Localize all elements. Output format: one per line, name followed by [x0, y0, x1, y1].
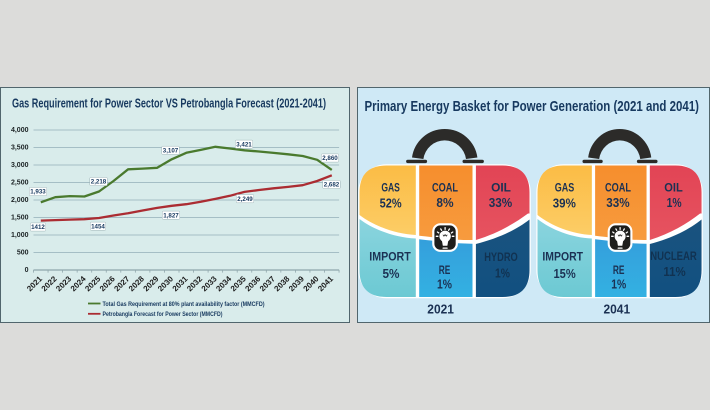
svg-text:2,249: 2,249 — [237, 196, 253, 203]
svg-text:2,860: 2,860 — [322, 155, 338, 162]
svg-text:2,218: 2,218 — [91, 179, 107, 186]
svg-text:5%: 5% — [383, 267, 400, 281]
svg-text:2033: 2033 — [200, 274, 219, 293]
svg-text:RE: RE — [439, 263, 451, 277]
svg-text:2031: 2031 — [171, 274, 190, 293]
svg-text:GAS: GAS — [381, 180, 400, 194]
svg-text:COAL: COAL — [432, 181, 458, 195]
svg-text:1,000: 1,000 — [11, 232, 29, 239]
svg-text:IMPORT: IMPORT — [542, 250, 583, 264]
svg-text:2022: 2022 — [40, 274, 59, 293]
svg-text:33%: 33% — [606, 196, 629, 210]
svg-text:GAS: GAS — [555, 180, 575, 194]
svg-text:3,000: 3,000 — [11, 162, 29, 169]
svg-text:39%: 39% — [553, 196, 576, 210]
svg-text:Total Gas Requirement at 80% p: Total Gas Requirement at 80% plant avail… — [103, 302, 265, 308]
svg-text:1,827: 1,827 — [163, 212, 179, 219]
svg-text:1%: 1% — [667, 196, 682, 210]
svg-text:2026: 2026 — [98, 274, 117, 293]
svg-text:1%: 1% — [611, 278, 626, 292]
svg-text:0: 0 — [25, 267, 29, 274]
svg-text:2036: 2036 — [243, 274, 262, 293]
svg-text:15%: 15% — [554, 267, 576, 281]
svg-text:1454: 1454 — [91, 223, 105, 230]
svg-text:33%: 33% — [489, 196, 513, 210]
svg-text:2038: 2038 — [272, 274, 291, 293]
svg-text:2041: 2041 — [316, 274, 335, 293]
svg-text:NUCLEAR: NUCLEAR — [650, 249, 697, 263]
svg-text:3,500: 3,500 — [11, 145, 29, 152]
svg-text:2035: 2035 — [229, 274, 248, 293]
svg-text:2027: 2027 — [112, 274, 131, 293]
svg-text:11%: 11% — [663, 265, 685, 279]
svg-text:2021: 2021 — [427, 301, 454, 316]
svg-text:2030: 2030 — [156, 274, 175, 293]
svg-text:2037: 2037 — [258, 274, 277, 293]
svg-text:2028: 2028 — [127, 274, 146, 293]
svg-text:RE: RE — [613, 263, 625, 277]
svg-text:2034: 2034 — [214, 274, 233, 293]
svg-text:2041: 2041 — [604, 301, 631, 316]
svg-text:3,107: 3,107 — [163, 148, 179, 155]
svg-text:1%: 1% — [437, 278, 452, 292]
svg-text:2,682: 2,682 — [324, 182, 340, 189]
svg-text:2,500: 2,500 — [11, 180, 29, 187]
svg-text:2023: 2023 — [54, 274, 73, 293]
svg-text:Gas Requirement for Power Sect: Gas Requirement for Power Sector VS Petr… — [12, 96, 326, 111]
svg-text:2039: 2039 — [287, 274, 306, 293]
svg-text:1,500: 1,500 — [11, 215, 29, 222]
svg-text:52%: 52% — [380, 196, 402, 210]
svg-text:1,933: 1,933 — [30, 189, 46, 196]
svg-text:1412: 1412 — [31, 224, 45, 231]
svg-text:1%: 1% — [495, 267, 510, 281]
svg-text:2032: 2032 — [185, 274, 204, 293]
svg-text:Primary Energy Basket for Powe: Primary Energy Basket for Power Generati… — [365, 98, 700, 115]
svg-text:2021: 2021 — [25, 274, 44, 293]
svg-text:2024: 2024 — [69, 274, 88, 293]
svg-text:3,421: 3,421 — [236, 141, 252, 148]
svg-text:COAL: COAL — [605, 181, 631, 195]
svg-text:OIL: OIL — [491, 181, 511, 195]
svg-text:Petrobangla Forecast for Power: Petrobangla Forecast for Power Sector (M… — [103, 312, 223, 318]
svg-text:2029: 2029 — [142, 274, 161, 293]
svg-text:IMPORT: IMPORT — [369, 250, 411, 264]
svg-text:OIL: OIL — [664, 181, 683, 195]
svg-text:HYDRO: HYDRO — [484, 250, 518, 264]
svg-text:2,000: 2,000 — [11, 197, 29, 204]
svg-text:2040: 2040 — [302, 274, 321, 293]
svg-text:500: 500 — [17, 250, 29, 257]
svg-text:4,000: 4,000 — [11, 127, 29, 134]
svg-text:2025: 2025 — [83, 274, 102, 293]
svg-text:8%: 8% — [436, 196, 453, 210]
